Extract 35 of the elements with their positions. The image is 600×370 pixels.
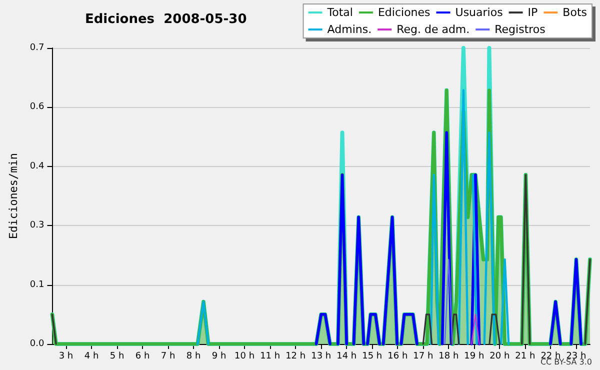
- x-tick-label: 3 h: [58, 352, 74, 362]
- x-tick-label: 9 h: [212, 352, 226, 362]
- x-tick-label: 7 h: [160, 352, 176, 362]
- legend-label: Bots: [562, 6, 588, 19]
- legend-label: Ediciones: [378, 6, 431, 19]
- legend-label: Registros: [494, 23, 546, 36]
- x-tick-label: 14 h: [336, 352, 357, 362]
- x-tick-label: 13 h: [311, 352, 332, 362]
- legend-label: Usuarios: [455, 6, 504, 19]
- legend-label: Reg. de adm.: [396, 23, 470, 36]
- x-tick-label: 11 h: [260, 352, 280, 362]
- y-axis-title: Ediciones/min: [7, 152, 20, 240]
- x-tick-label: 10 h: [234, 352, 255, 362]
- legend-label: Admins.: [327, 23, 372, 36]
- x-tick-label: 17 h: [413, 352, 434, 362]
- y-tick-label: 0.0: [30, 339, 44, 349]
- y-tick-label: 0.6: [30, 102, 44, 112]
- x-tick-label: 8 h: [186, 352, 201, 362]
- x-tick-label: 15 h: [362, 352, 382, 362]
- y-tick-label: 0.1: [30, 280, 44, 290]
- y-tick-label: 0.7: [30, 43, 44, 53]
- chart-title: Ediciones 2008-05-30: [85, 12, 247, 27]
- x-tick-label: 19 h: [464, 352, 484, 362]
- legend-label: IP: [528, 6, 538, 19]
- x-tick-label: 16 h: [388, 352, 408, 362]
- x-tick-label: 20 h: [490, 352, 510, 362]
- x-tick-label: 6 h: [135, 352, 150, 362]
- x-tick-label: 12 h: [286, 352, 306, 362]
- legend-label: Total: [326, 6, 353, 19]
- y-tick-label: 0.4: [30, 161, 44, 172]
- y-tick-label: 0.3: [30, 220, 44, 231]
- x-tick-label: 4 h: [84, 352, 99, 362]
- x-tick-label: 5 h: [110, 352, 124, 362]
- x-tick-label: 18 h: [438, 352, 459, 362]
- x-tick-label: 21 h: [515, 352, 536, 362]
